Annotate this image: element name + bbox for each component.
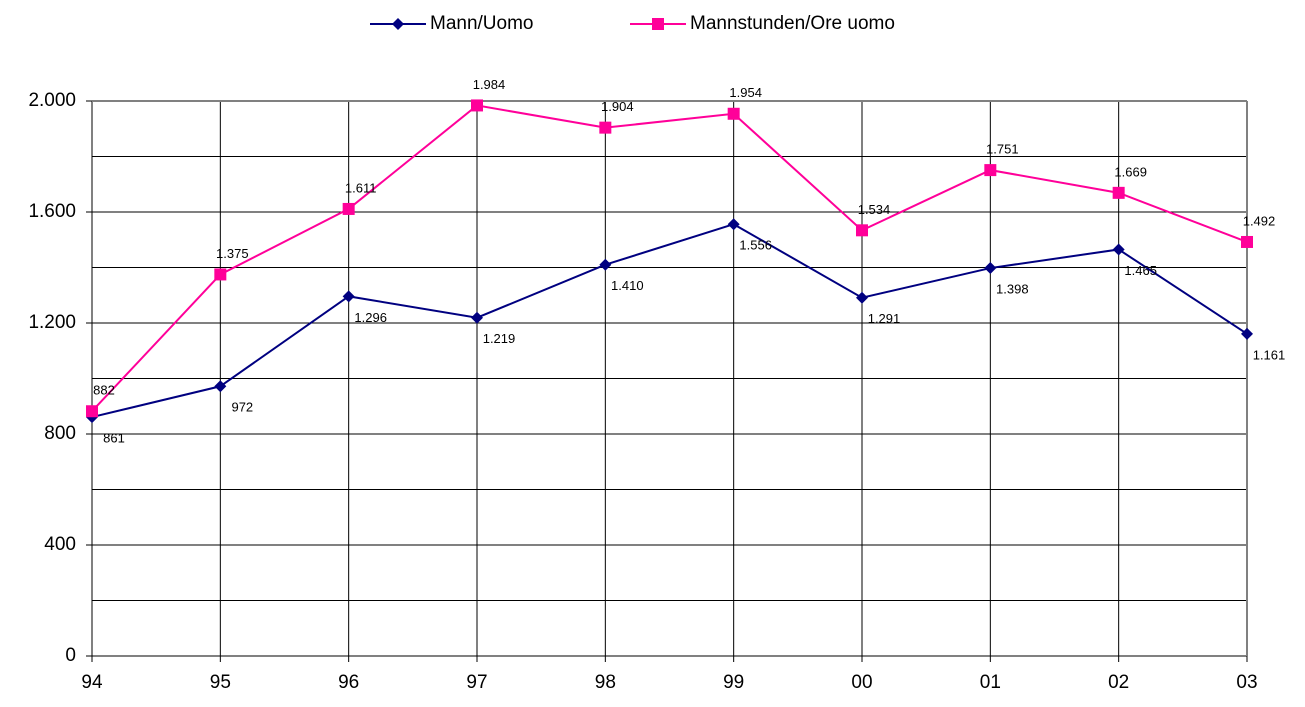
marker [1241,235,1253,248]
marker [652,18,664,30]
marker [856,224,868,237]
x-tick-label: 99 [723,672,744,693]
data-label: 1.904 [601,99,634,114]
x-tick-label: 97 [466,672,487,693]
data-label: 1.219 [483,331,516,346]
data-label: 1.534 [858,202,891,217]
x-tick-label: 96 [338,672,359,693]
y-tick-label: 2.000 [28,90,76,111]
marker [214,268,227,281]
marker [214,380,227,393]
marker [342,290,355,303]
marker [342,202,355,215]
x-tick-label: 94 [81,672,103,693]
data-label: 1.954 [729,85,762,100]
y-tick-label: 1.600 [28,201,76,222]
marker [471,99,483,112]
marker [1241,327,1253,340]
marker [984,262,997,275]
x-tick-label: 95 [210,672,231,693]
marker [1112,243,1125,256]
data-label: 1.492 [1243,213,1276,228]
x-tick-label: 00 [851,672,872,693]
x-tick-label: 03 [1236,672,1257,693]
data-label: 1.161 [1253,347,1286,362]
data-label: 1.669 [1114,164,1147,179]
data-label: 972 [231,400,253,415]
marker [599,121,612,134]
series-line [91,104,1248,412]
marker [86,405,98,418]
x-tick-label: 02 [1108,672,1129,693]
data-label: 1.296 [354,310,387,325]
y-tick-label: 400 [44,534,76,555]
marker [984,164,997,177]
legend-label: Mann/Uomo [430,13,534,34]
data-label: 1.465 [1124,263,1157,278]
series-line [91,223,1248,419]
y-tick-label: 1.200 [28,312,76,333]
data-label: 882 [93,383,115,398]
data-label: 1.291 [868,311,901,326]
data-label: 1.984 [473,77,506,92]
data-label: 1.751 [986,142,1019,157]
y-tick-label: 800 [44,423,76,444]
marker [727,107,740,120]
data-label: 1.611 [345,180,377,195]
marker [1112,186,1125,199]
data-label: 1.556 [739,238,772,253]
marker [471,311,483,324]
data-label: 861 [103,431,125,446]
data-label: 1.398 [996,281,1029,296]
data-label: 1.375 [216,246,249,261]
marker [727,218,740,231]
data-label: 1.410 [611,278,644,293]
y-tick-label: 0 [65,645,76,666]
marker [599,258,612,271]
x-tick-label: 98 [595,672,616,693]
legend-label: Mannstunden/Ore uomo [690,13,895,34]
marker [856,291,868,304]
marker [392,18,404,30]
x-tick-label: 01 [980,672,1001,693]
